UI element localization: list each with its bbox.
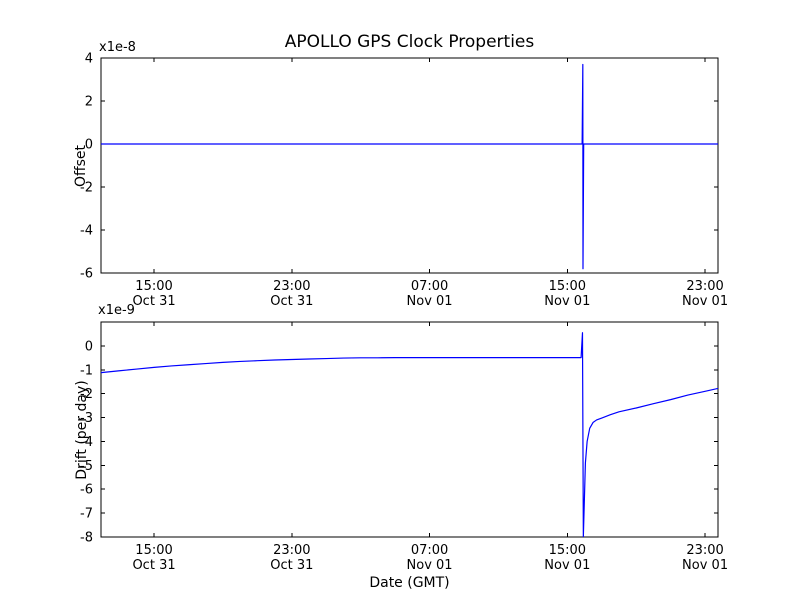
y-tick-label: -4: [80, 224, 93, 239]
y-tick-label: -2: [80, 387, 93, 402]
x-tick-label-date: Oct 31: [132, 294, 175, 309]
y-tick-label: -8: [80, 531, 93, 546]
x-tick-label-date: Nov 01: [407, 558, 453, 573]
y-tick-label: -3: [80, 411, 93, 426]
x-axis-label: Date (GMT): [369, 575, 450, 591]
y-tick-label: -4: [80, 435, 93, 450]
x-tick-label-time: 15:00: [549, 543, 586, 558]
x-tick-label-date: Oct 31: [270, 294, 313, 309]
x-tick-label-date: Nov 01: [682, 294, 728, 309]
y-tick-label: 0: [85, 339, 93, 354]
series-line-offset: [101, 63, 718, 270]
y-axis-label-drift: Drift (per day): [74, 380, 90, 480]
x-tick-label-date: Nov 01: [544, 558, 590, 573]
y-tick-label: 0: [85, 138, 93, 153]
x-tick-label-date: Nov 01: [682, 558, 728, 573]
x-tick-label-date: Oct 31: [132, 558, 175, 573]
offset-subplot-frame: [100, 57, 719, 274]
x-tick-label-time: 15:00: [135, 279, 172, 294]
x-tick-label-time: 23:00: [273, 279, 310, 294]
x-tick-label-date: Oct 31: [270, 558, 313, 573]
chart-title: APOLLO GPS Clock Properties: [284, 32, 535, 52]
x-tick-label-date: Nov 01: [544, 294, 590, 309]
x-tick-label-time: 15:00: [549, 279, 586, 294]
x-tick-label-time: 07:00: [411, 279, 448, 294]
y-tick-label: -7: [80, 507, 93, 522]
y-axis-multiplier-offset: x1e-8: [99, 40, 136, 55]
y-tick-label: 2: [85, 95, 93, 110]
x-tick-label-time: 07:00: [411, 543, 448, 558]
y-tick-label: -5: [80, 459, 93, 474]
y-tick-label: -1: [80, 363, 93, 378]
y-tick-label: 4: [85, 52, 93, 67]
x-tick-label-time: 23:00: [273, 543, 310, 558]
drift-subplot-frame: [100, 321, 719, 538]
x-tick-label-date: Nov 01: [407, 294, 453, 309]
y-tick-label: -6: [80, 267, 93, 282]
y-tick-label: -6: [80, 483, 93, 498]
y-axis-multiplier-drift: x1e-9: [98, 303, 135, 318]
x-tick-label-time: 23:00: [686, 279, 723, 294]
x-tick-label-time: 23:00: [686, 543, 723, 558]
y-tick-label: -2: [80, 181, 93, 196]
series-line-drift: [101, 332, 718, 537]
y-axis-label-offset: Offset: [73, 144, 89, 188]
x-tick-label-time: 15:00: [135, 543, 172, 558]
